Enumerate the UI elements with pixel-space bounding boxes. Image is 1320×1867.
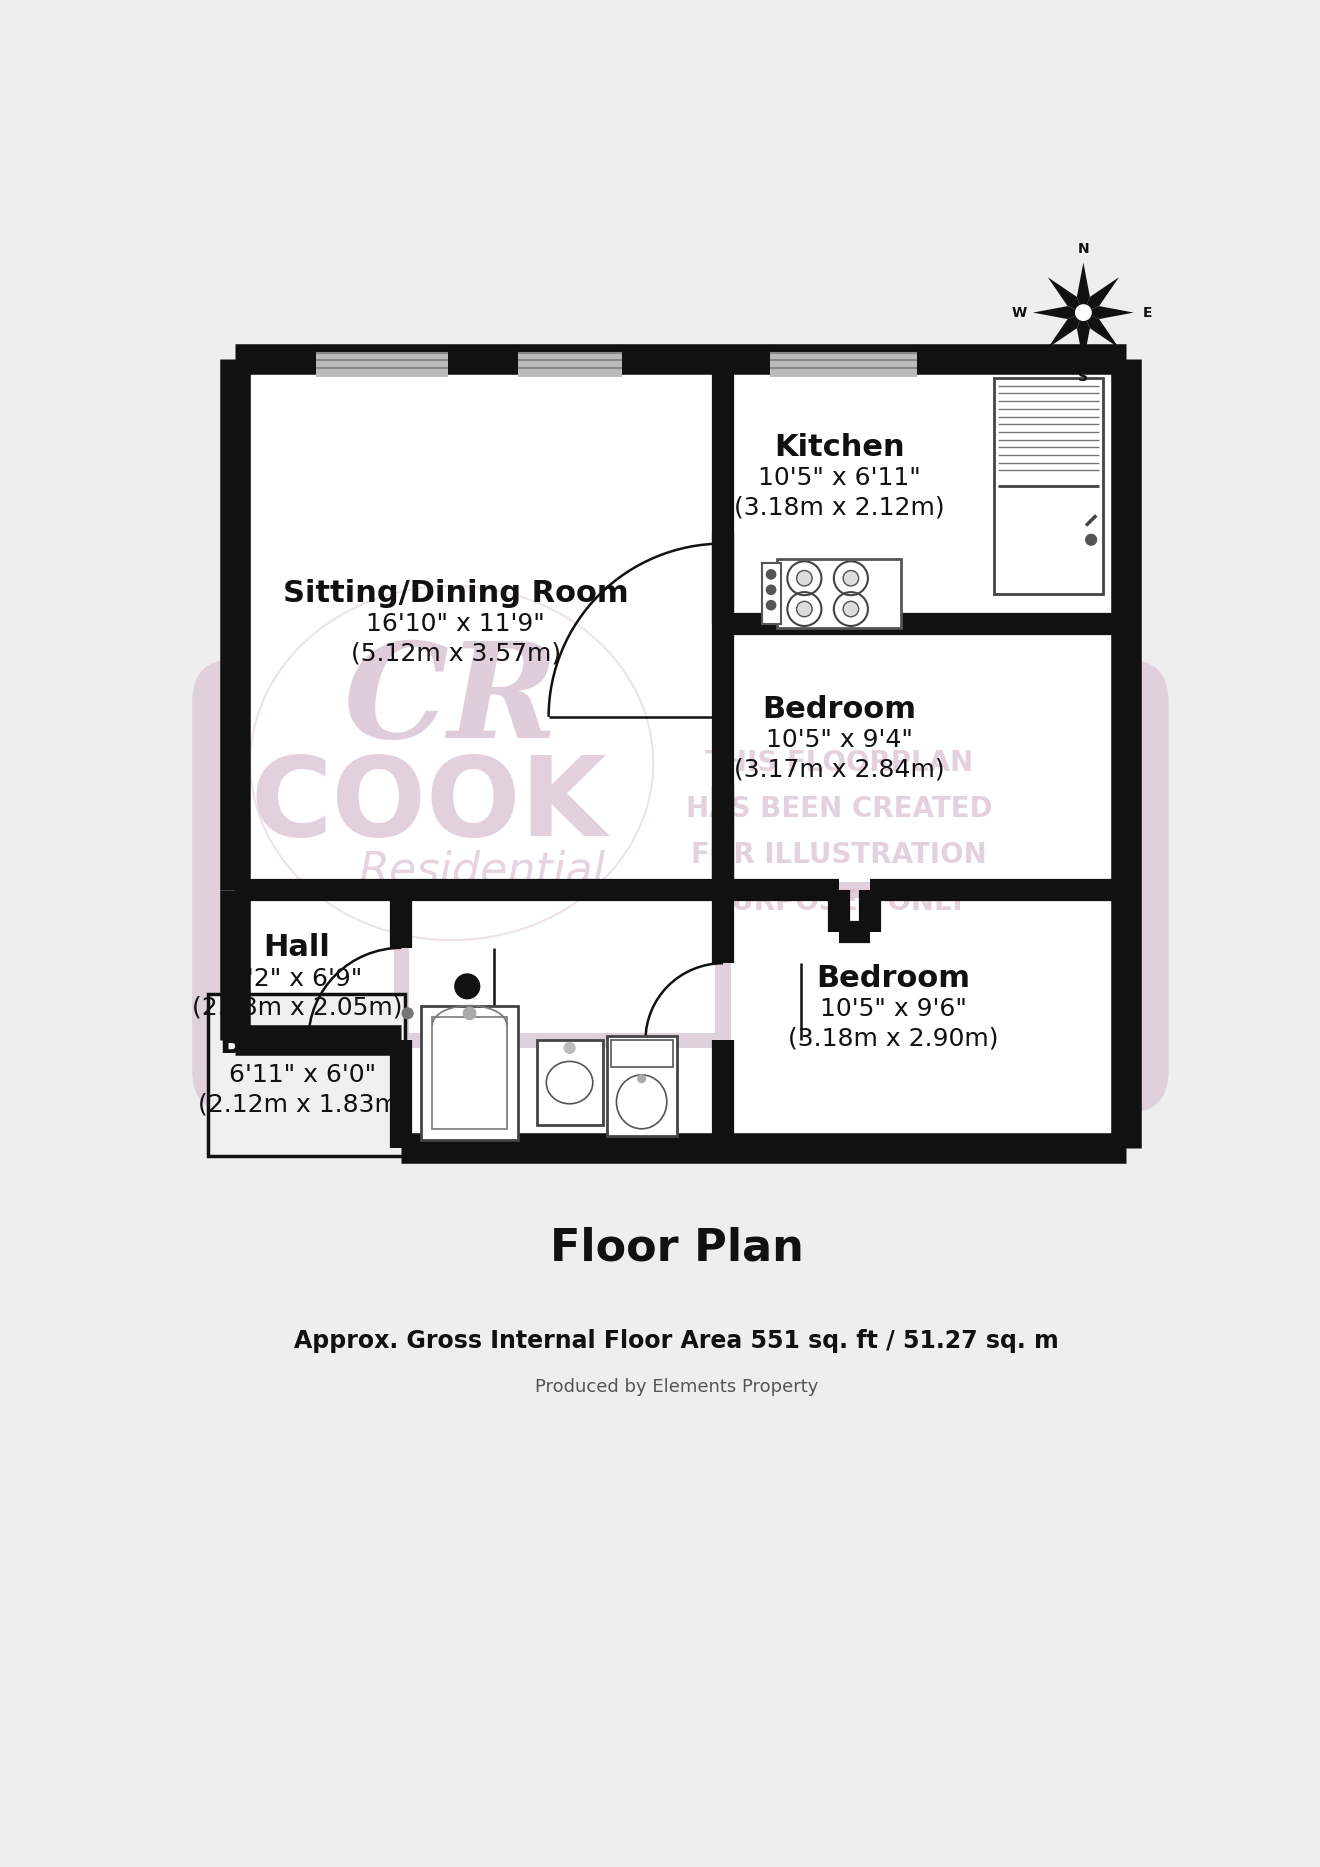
Circle shape [638, 1075, 645, 1083]
Text: 10'5" x 9'6": 10'5" x 9'6" [820, 997, 968, 1021]
Bar [517, 353, 622, 377]
Bar [315, 353, 447, 377]
Text: THIS FLOORPLAN: THIS FLOORPLAN [705, 749, 973, 777]
Text: (2.18m x 2.05m): (2.18m x 2.05m) [191, 995, 403, 1019]
Circle shape [455, 975, 479, 999]
Circle shape [767, 569, 776, 579]
Polygon shape [1077, 312, 1090, 362]
Bar [207, 993, 405, 1156]
Text: CR: CR [345, 637, 560, 765]
Polygon shape [1034, 306, 1084, 319]
Bar [611, 1040, 673, 1068]
Circle shape [797, 571, 812, 586]
Polygon shape [1084, 306, 1134, 319]
Text: (3.18m x 2.12m): (3.18m x 2.12m) [734, 495, 945, 519]
Bar [433, 1018, 507, 1130]
Text: 6'11" x 6'0": 6'11" x 6'0" [230, 1062, 376, 1087]
Circle shape [787, 562, 821, 596]
Text: (2.12m x 1.83m): (2.12m x 1.83m) [198, 1092, 408, 1116]
Text: (3.17m x 2.84m): (3.17m x 2.84m) [734, 758, 945, 780]
Polygon shape [1077, 263, 1090, 312]
Circle shape [403, 1008, 413, 1019]
Circle shape [797, 601, 812, 616]
Circle shape [767, 601, 776, 611]
Circle shape [767, 584, 776, 594]
Polygon shape [1048, 276, 1084, 312]
Polygon shape [1048, 312, 1084, 347]
Text: 16'10" x 11'9": 16'10" x 11'9" [366, 612, 545, 637]
Text: Bathroom: Bathroom [219, 1029, 387, 1059]
Text: Bedroom: Bedroom [762, 695, 916, 724]
Bar [409, 1047, 715, 1141]
Bar [762, 562, 781, 624]
Text: 10'5" x 6'11": 10'5" x 6'11" [758, 467, 920, 491]
Text: (5.12m x 3.57m): (5.12m x 3.57m) [351, 642, 561, 667]
Text: PURPOSES ONLY: PURPOSES ONLY [711, 887, 968, 915]
Text: (3.18m x 2.90m): (3.18m x 2.90m) [788, 1027, 999, 1051]
Bar [731, 898, 1118, 1141]
Text: Hall: Hall [263, 934, 330, 962]
Text: N: N [1077, 241, 1089, 256]
Text: Kitchen: Kitchen [774, 433, 904, 461]
Circle shape [787, 592, 821, 625]
Text: Floor Plan: Floor Plan [549, 1227, 804, 1270]
Bar [731, 633, 1118, 883]
Polygon shape [1084, 276, 1119, 312]
Bar [243, 366, 715, 883]
Circle shape [843, 571, 858, 586]
Text: Residential: Residential [359, 849, 606, 892]
Text: FOR ILLUSTRATION: FOR ILLUSTRATION [692, 842, 987, 870]
FancyBboxPatch shape [193, 659, 1168, 1113]
Circle shape [564, 1042, 576, 1053]
Text: S: S [1078, 370, 1089, 383]
Text: COOK: COOK [251, 752, 607, 859]
Bar [607, 1036, 676, 1137]
Text: W: W [1011, 306, 1027, 319]
Circle shape [834, 562, 869, 596]
Bar [409, 898, 715, 1032]
Circle shape [843, 601, 858, 616]
Text: Produced by Elements Property: Produced by Elements Property [535, 1378, 818, 1397]
Polygon shape [1084, 312, 1119, 347]
Bar [537, 1040, 603, 1126]
Bar [421, 1006, 517, 1141]
Circle shape [463, 1006, 475, 1019]
Circle shape [1085, 534, 1097, 545]
Text: 10'5" x 9'4": 10'5" x 9'4" [766, 728, 912, 752]
Bar [243, 898, 393, 1032]
Circle shape [834, 592, 869, 625]
Text: Approx. Gross Internal Floor Area 551 sq. ft / 51.27 sq. m: Approx. Gross Internal Floor Area 551 sq… [294, 1329, 1059, 1352]
Text: E: E [1143, 306, 1152, 319]
Circle shape [1076, 304, 1092, 321]
Text: 7'2" x 6'9": 7'2" x 6'9" [231, 967, 363, 991]
Text: HAS BEEN CREATED: HAS BEEN CREATED [686, 795, 993, 823]
Bar [731, 366, 1118, 616]
Bar [994, 377, 1102, 594]
Text: Sitting/Dining Room: Sitting/Dining Room [282, 579, 628, 609]
Bar [777, 558, 902, 629]
Bar [770, 353, 917, 377]
Text: Bedroom: Bedroom [817, 963, 970, 993]
